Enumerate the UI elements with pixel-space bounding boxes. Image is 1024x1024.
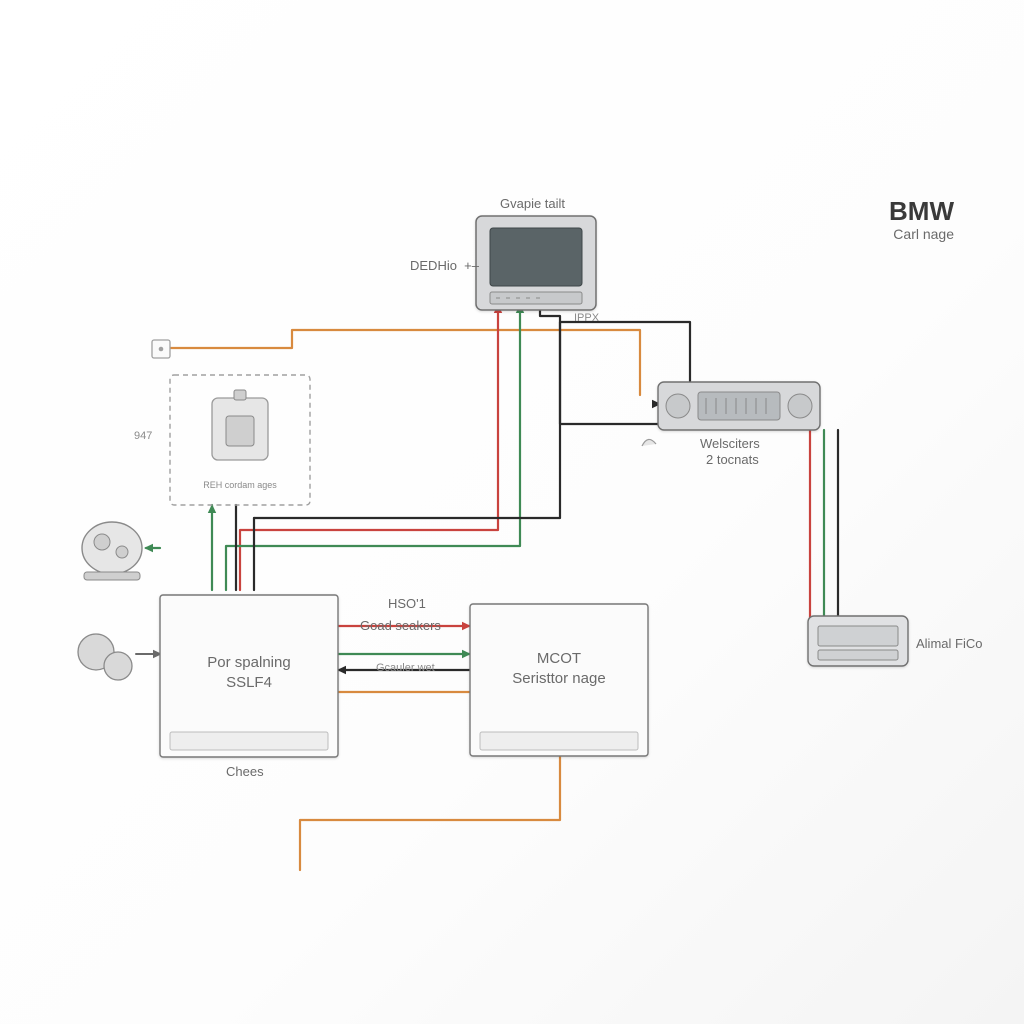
wire-label-goad: Goad seakers xyxy=(360,618,441,633)
monitor-device xyxy=(476,216,596,310)
main-box-caption: Chees xyxy=(226,764,264,779)
monitor-ippx-label: IPPX xyxy=(574,312,599,324)
monitor-top-label: Gvapie tailt xyxy=(500,196,565,211)
radio-label1: Welsciters xyxy=(700,436,760,451)
alimal-label: Alimal FiCo xyxy=(916,636,982,651)
alimal-device xyxy=(808,616,908,666)
main-box-line2: SSLF4 xyxy=(176,674,322,691)
wire-label-gcauler: Gcauler wet xyxy=(376,662,435,674)
wire-label-hso1: HSO'1 xyxy=(388,596,426,611)
arrowhead xyxy=(144,544,153,552)
diagram-svg xyxy=(0,0,1024,1024)
dashed-side-label: 947 xyxy=(134,430,152,442)
monitor-left-label: DEDHio +– xyxy=(410,258,479,273)
diagram-canvas: BMW Carl nage xyxy=(0,0,1024,1024)
radio-label2: 2 tocnats xyxy=(706,452,759,467)
main-box-line1: Por spalning xyxy=(176,654,322,671)
wire-black-to-radio xyxy=(254,322,690,518)
mcot-line2: Seristtor nage xyxy=(486,670,632,687)
wire-black-up xyxy=(540,306,660,424)
dual-speaker-icon xyxy=(78,634,132,680)
dashed-inside-label: REH cordam ages xyxy=(190,480,290,490)
mcot-line1: MCOT xyxy=(486,650,632,667)
wire-orange-top xyxy=(170,330,640,395)
wire-orange-down xyxy=(300,756,560,870)
speaker-icon xyxy=(82,522,142,580)
